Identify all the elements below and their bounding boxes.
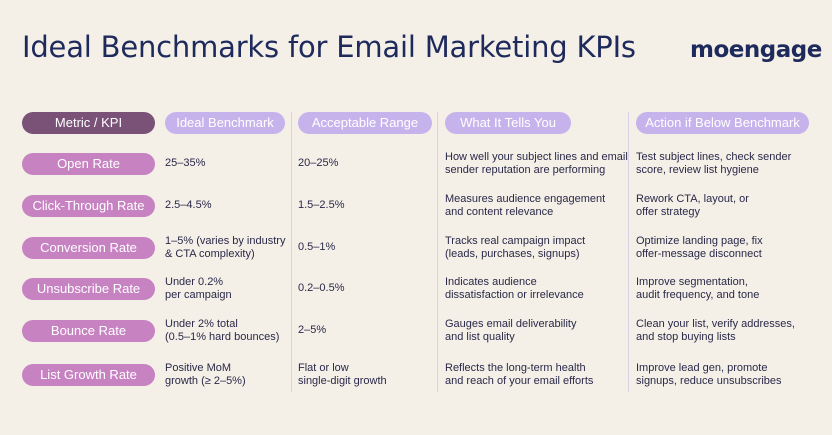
ideal-benchmark-cell: Positive MoM growth (≥ 2–5%) <box>165 361 246 388</box>
metric-pill: Click-Through Rate <box>22 195 155 217</box>
action-cell: Improve lead gen, promote signups, reduc… <box>636 361 782 388</box>
page-title: Ideal Benchmarks for Email Marketing KPI… <box>22 30 636 64</box>
ideal-benchmark-cell: 2.5–4.5% <box>165 199 212 212</box>
acceptable-range-cell: 20–25% <box>298 157 339 170</box>
what-it-tells-cell: Measures audience engagement and content… <box>445 192 606 219</box>
header-ideal-benchmark: Ideal Benchmark <box>165 112 285 134</box>
metric-pill: Conversion Rate <box>22 237 155 259</box>
metric-pill: Unsubscribe Rate <box>22 278 155 300</box>
ideal-benchmark-cell: 1–5% (varies by industry & CTA complexit… <box>165 234 286 261</box>
header-what-it-tells: What It Tells You <box>445 112 571 134</box>
column-divider <box>628 112 629 392</box>
acceptable-range-cell: 0.2–0.5% <box>298 282 345 295</box>
what-it-tells-cell: Gauges email deliverability and list qua… <box>445 317 577 344</box>
brand-logo: moengage <box>690 37 822 63</box>
what-it-tells-cell: Indicates audience dissatisfaction or ir… <box>445 275 584 302</box>
acceptable-range-cell: 0.5–1% <box>298 241 336 254</box>
what-it-tells-cell: How well your subject lines and email se… <box>445 150 628 177</box>
header-metric: Metric / KPI <box>22 112 155 134</box>
metric-pill: Open Rate <box>22 153 155 175</box>
column-divider <box>291 112 292 392</box>
action-cell: Test subject lines, check sender score, … <box>636 150 792 177</box>
action-cell: Optimize landing page, fix offer-message… <box>636 234 763 261</box>
metric-pill: List Growth Rate <box>22 364 155 386</box>
column-divider <box>437 112 438 392</box>
header-action: Action if Below Benchmark <box>636 112 809 134</box>
action-cell: Rework CTA, layout, or offer strategy <box>636 192 749 219</box>
ideal-benchmark-cell: Under 0.2% per campaign <box>165 275 232 302</box>
ideal-benchmark-cell: 25–35% <box>165 157 206 170</box>
header-acceptable-range: Acceptable Range <box>298 112 432 134</box>
action-cell: Improve segmentation, audit frequency, a… <box>636 275 760 302</box>
what-it-tells-cell: Tracks real campaign impact (leads, purc… <box>445 234 586 261</box>
acceptable-range-cell: 1.5–2.5% <box>298 199 345 212</box>
ideal-benchmark-cell: Under 2% total (0.5–1% hard bounces) <box>165 317 280 344</box>
acceptable-range-cell: Flat or low single-digit growth <box>298 361 387 388</box>
acceptable-range-cell: 2–5% <box>298 324 327 337</box>
metric-pill: Bounce Rate <box>22 320 155 342</box>
action-cell: Clean your list, verify addresses, and s… <box>636 317 795 344</box>
what-it-tells-cell: Reflects the long-term health and reach … <box>445 361 594 388</box>
